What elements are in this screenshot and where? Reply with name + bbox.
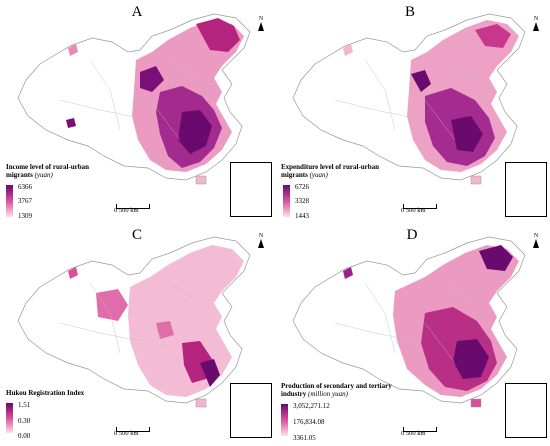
north-arrow-icon — [533, 239, 539, 248]
north-arrow: N — [530, 233, 542, 248]
legend-max: 1.51 — [18, 401, 31, 409]
north-label: N — [258, 16, 264, 22]
panel-label: D — [406, 227, 418, 243]
china-map-b — [292, 13, 526, 185]
scale-label: 0 500 km — [401, 207, 426, 214]
legend-title: Income level of rural-urban migrants — [6, 163, 90, 179]
scale-bar: 0 500 km — [114, 427, 150, 437]
legend-mid: 0.30 — [18, 417, 31, 425]
legend-title: Hukou Registration Index — [6, 389, 85, 397]
map-panel-b: B N Expenditure level of rural-urban mig… — [275, 0, 550, 223]
north-arrow: N — [255, 233, 267, 248]
scale-label: 0 500 km — [401, 430, 426, 437]
scale-label: 0 500 km — [114, 430, 139, 437]
legend-unit: (yuan) — [34, 171, 53, 179]
north-arrow: N — [530, 16, 542, 31]
legend-min: 1443 — [295, 212, 309, 220]
legend-title: Expenditure level of rural-urban migrant… — [281, 163, 380, 179]
scale-bar-line — [403, 427, 437, 432]
south-china-sea-inset — [230, 162, 272, 217]
legend-mid: 176,834.08 — [293, 418, 325, 426]
legend-color-ramp — [6, 185, 13, 217]
legend-mid: 3767 — [18, 197, 32, 205]
legend-max: 3,052,271.12 — [293, 402, 330, 410]
north-label: N — [258, 233, 264, 239]
scale-label: 0 500 km — [114, 207, 139, 214]
legend-min: 3361.05 — [293, 434, 316, 442]
south-china-sea-inset — [505, 162, 547, 217]
legend-title: Production of secondary and tertiary ind… — [281, 382, 392, 398]
legend-min: 1309 — [18, 212, 32, 220]
legend-max: 6366 — [18, 183, 32, 191]
panel-label: B — [404, 4, 415, 20]
north-arrow-icon — [258, 22, 264, 31]
south-china-sea-inset — [505, 383, 547, 438]
scale-bar: 0 500 km — [401, 204, 437, 214]
south-china-sea-inset — [230, 383, 272, 438]
legend: Hukou Registration Index — [6, 389, 126, 397]
legend: Production of secondary and tertiary ind… — [281, 382, 401, 398]
map-panel-a: A N Income level of rural-urban migrants… — [0, 0, 275, 223]
scale-bar-line — [116, 427, 150, 432]
north-label: N — [533, 16, 539, 22]
legend: Expenditure level of rural-urban migrant… — [281, 163, 396, 179]
legend-unit: (million yuan) — [308, 390, 348, 398]
map-panel-c: C N Hukou Registration Index 1.51 0.30 0… — [0, 223, 275, 446]
china-map-d — [292, 236, 526, 408]
legend: Income level of rural-urban migrants (yu… — [6, 163, 116, 179]
china-map-a — [17, 13, 251, 185]
panel-label: C — [131, 227, 142, 243]
scale-bar-line — [403, 204, 437, 209]
north-arrow-icon — [533, 22, 539, 31]
north-arrow-icon — [258, 239, 264, 248]
panel-label: A — [131, 4, 143, 20]
legend-max: 6726 — [295, 183, 309, 191]
china-map-c — [17, 236, 251, 408]
legend-color-ramp — [283, 185, 290, 217]
north-label: N — [533, 233, 539, 239]
legend-color-ramp — [6, 403, 13, 433]
north-arrow: N — [255, 16, 267, 31]
legend-min: 0.00 — [18, 432, 31, 440]
legend-unit: (yuan) — [309, 171, 328, 179]
scale-bar-line — [116, 204, 150, 209]
scale-bar: 0 500 km — [401, 427, 437, 437]
legend-mid: 3328 — [295, 197, 309, 205]
scale-bar: 0 500 km — [114, 204, 150, 214]
legend-color-ramp — [281, 404, 288, 436]
map-panel-d: D N Production of secondary and tertiary… — [275, 223, 550, 446]
